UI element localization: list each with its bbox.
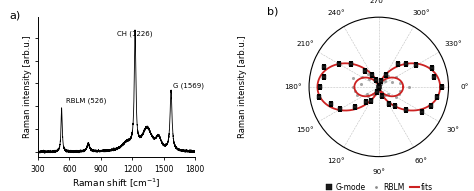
Point bbox=[347, 62, 355, 65]
Point bbox=[433, 96, 441, 99]
Point bbox=[375, 84, 383, 87]
Point bbox=[396, 82, 403, 85]
Point bbox=[351, 105, 359, 108]
Point bbox=[350, 85, 357, 88]
Point bbox=[382, 93, 389, 96]
Point bbox=[430, 76, 438, 79]
Point bbox=[438, 85, 445, 88]
Point bbox=[375, 85, 383, 88]
Point bbox=[378, 94, 386, 97]
Point bbox=[375, 87, 383, 90]
Point bbox=[428, 104, 435, 108]
Point bbox=[361, 69, 369, 72]
Text: CH (1226): CH (1226) bbox=[117, 30, 153, 37]
Legend: G-mode, RBLM, fits: G-mode, RBLM, fits bbox=[321, 180, 436, 191]
Point bbox=[320, 66, 328, 69]
Point bbox=[382, 80, 389, 83]
Point bbox=[316, 96, 323, 99]
Point bbox=[362, 101, 370, 104]
Point bbox=[375, 86, 383, 89]
Point bbox=[365, 77, 373, 80]
Text: RBLM (526): RBLM (526) bbox=[66, 98, 107, 104]
Point bbox=[337, 108, 344, 111]
Point bbox=[373, 91, 381, 94]
Point bbox=[375, 86, 383, 89]
X-axis label: Raman shift [cm$^{-1}$]: Raman shift [cm$^{-1}$] bbox=[72, 177, 161, 190]
Point bbox=[359, 76, 366, 79]
Text: G (1569): G (1569) bbox=[173, 83, 204, 89]
Point bbox=[351, 90, 359, 93]
Point bbox=[428, 66, 436, 69]
Point bbox=[412, 64, 420, 67]
Point bbox=[320, 76, 328, 79]
Point bbox=[375, 85, 383, 88]
Point bbox=[389, 80, 396, 83]
Point bbox=[375, 84, 383, 87]
Point bbox=[402, 62, 410, 65]
Point bbox=[353, 93, 361, 96]
Point bbox=[378, 91, 386, 94]
Point bbox=[375, 85, 383, 88]
Point bbox=[364, 92, 371, 95]
Point bbox=[369, 92, 377, 96]
Point bbox=[384, 93, 392, 96]
Point bbox=[376, 81, 383, 84]
Y-axis label: Raman intensity [arb.u.]: Raman intensity [arb.u.] bbox=[23, 36, 32, 138]
Point bbox=[405, 85, 413, 88]
Point bbox=[316, 85, 324, 88]
Point bbox=[364, 72, 372, 75]
Point bbox=[374, 87, 382, 91]
Text: a): a) bbox=[9, 10, 21, 20]
Point bbox=[392, 95, 400, 98]
Point bbox=[375, 87, 383, 91]
Point bbox=[327, 103, 334, 106]
Point bbox=[377, 82, 384, 85]
Point bbox=[394, 62, 402, 65]
Text: Raman intensity [arb.u.]: Raman intensity [arb.u.] bbox=[237, 36, 246, 138]
Point bbox=[336, 63, 343, 66]
Point bbox=[375, 85, 383, 88]
Point bbox=[375, 85, 383, 88]
Point bbox=[367, 99, 374, 102]
Point bbox=[368, 73, 376, 76]
Point bbox=[357, 82, 365, 85]
Point bbox=[397, 89, 404, 92]
Point bbox=[391, 104, 399, 107]
Point bbox=[392, 75, 400, 78]
Point bbox=[382, 74, 390, 77]
Point bbox=[377, 79, 385, 83]
Point bbox=[349, 76, 357, 79]
Point bbox=[371, 92, 379, 95]
Point bbox=[402, 108, 410, 111]
Point bbox=[419, 111, 426, 114]
Point bbox=[375, 85, 383, 88]
Point bbox=[376, 90, 383, 93]
Point bbox=[395, 93, 403, 96]
Text: b): b) bbox=[267, 6, 279, 16]
Point bbox=[375, 85, 383, 88]
Point bbox=[372, 80, 380, 83]
Point bbox=[373, 78, 380, 81]
Point bbox=[384, 75, 392, 78]
Point bbox=[385, 103, 392, 106]
Point bbox=[365, 94, 372, 97]
